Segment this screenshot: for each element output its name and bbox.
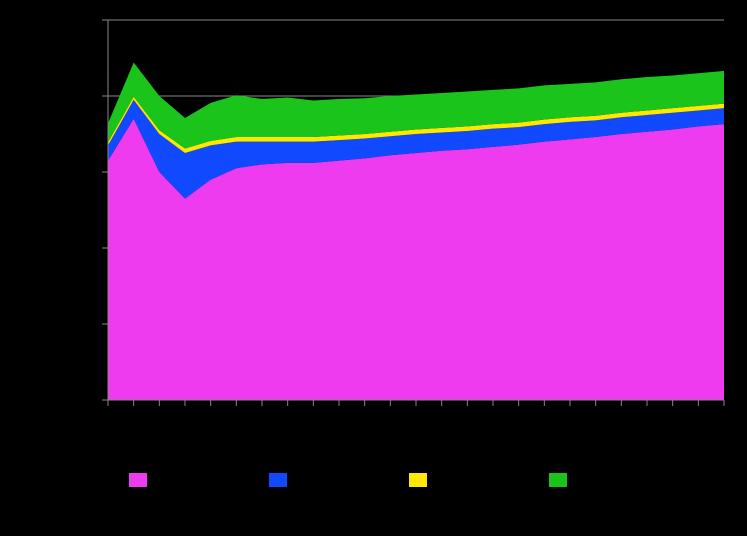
legend-item-3 xyxy=(548,472,574,488)
stacked-area-chart xyxy=(0,0,747,536)
legend-item-0 xyxy=(128,472,154,488)
legend-item-1 xyxy=(268,472,294,488)
legend-swatch xyxy=(268,472,288,488)
legend-swatch xyxy=(408,472,428,488)
legend-item-2 xyxy=(408,472,434,488)
legend-swatch xyxy=(548,472,568,488)
legend-swatch xyxy=(128,472,148,488)
